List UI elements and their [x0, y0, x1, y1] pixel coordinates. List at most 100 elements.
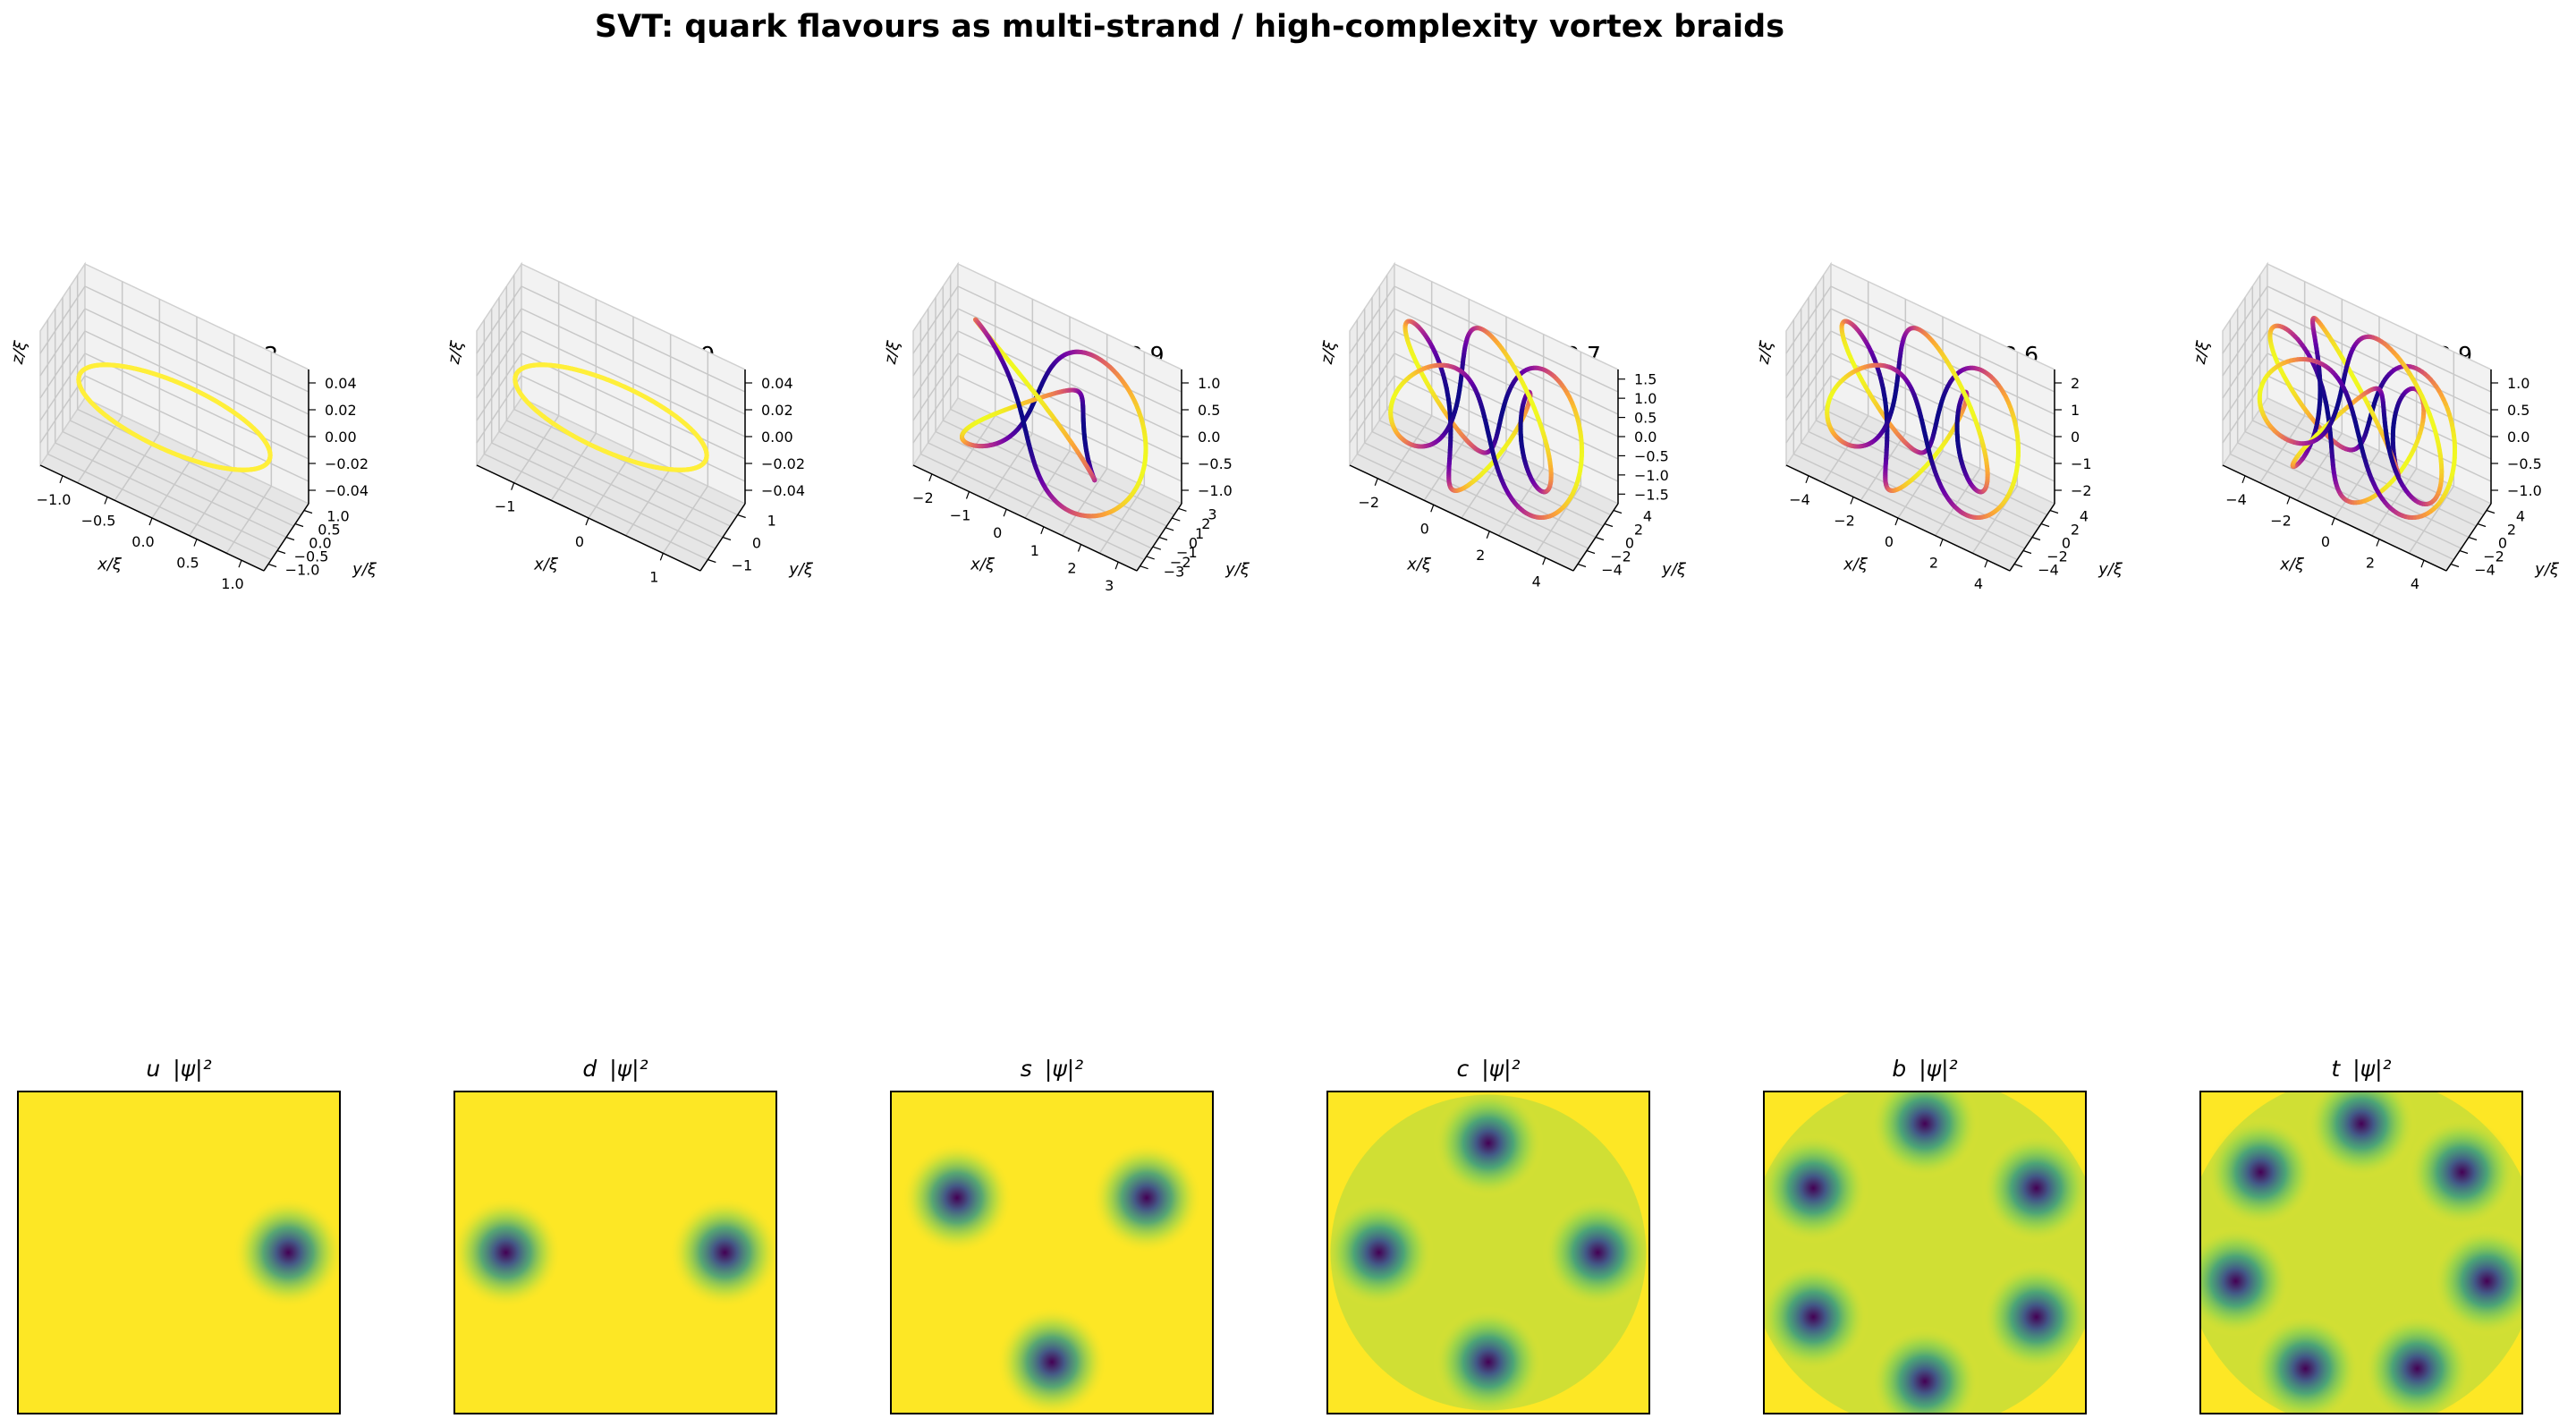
y-tick-label: 2	[1634, 522, 1643, 539]
vortex-core	[233, 1197, 340, 1308]
x-tick	[104, 497, 108, 505]
title-quantity: |ψ|²	[173, 1056, 211, 1082]
heatmap-area	[18, 1091, 340, 1414]
x-tick	[1430, 505, 1435, 513]
x-tick	[1894, 517, 1899, 526]
x-axis-line	[1349, 464, 1574, 572]
panel-3d-c: cRop=20.80 Φ=52.7−2024x/ξ−4−2024y/ξ1.51.…	[1318, 261, 1687, 590]
y-tick-label: 2	[2071, 522, 2080, 539]
panel-heatmap-d: d |ψ|²	[453, 1056, 777, 1414]
x-tick-label: 2	[1067, 560, 1076, 577]
y-tick	[1146, 556, 1155, 560]
x-tick-label: 4	[1974, 575, 1983, 592]
vortex-core	[2361, 1312, 2473, 1414]
panel-3d-t: tRop=41.80 Φ=88.9−4−2024x/ξ−4−2024y/ξ1.0…	[2190, 261, 2560, 592]
vortex-core	[1091, 1142, 1202, 1253]
z-tick-label: −0.04	[325, 482, 369, 499]
vortex-core	[2205, 1117, 2317, 1228]
y-tick-label: −4	[2038, 562, 2059, 579]
title-flavour: c	[1456, 1056, 1469, 1082]
vortex-core	[1542, 1197, 1649, 1308]
x-tick	[2286, 497, 2291, 505]
y-tick-label: 4	[1643, 508, 1652, 525]
x-tick-label: 0.0	[131, 533, 154, 550]
x-tick-label: −2	[1834, 512, 1855, 529]
y-tick	[294, 522, 304, 528]
z-tick-label: −1.0	[1198, 482, 1233, 499]
z-tick-label: 1.0	[1198, 375, 1220, 392]
x-tick-label: 0	[1420, 520, 1429, 537]
heatmap-frame	[453, 1091, 777, 1414]
x-tick	[1850, 497, 1854, 505]
panel-heatmap-s: s |ψ|²	[890, 1056, 1214, 1414]
y-axis-label: y/ξ	[1661, 560, 1687, 579]
y-tick	[708, 558, 716, 564]
x-tick-label: −1.0	[37, 491, 72, 508]
grid-line	[1386, 408, 1611, 516]
y-tick	[2022, 549, 2032, 555]
y-tick	[1178, 507, 1187, 512]
heatmap-area	[1327, 1091, 1649, 1414]
panel-heatmap-title-c: c |ψ|²	[1456, 1056, 1520, 1082]
x-tick-label: −4	[2225, 491, 2247, 508]
title-flavour: u	[146, 1056, 160, 1082]
panel-heatmap-c: c |ψ|²	[1326, 1056, 1650, 1414]
x-axis-label: x/ξ	[970, 555, 996, 573]
y-tick-label: 0	[1625, 535, 1634, 552]
x-axis-label: x/ξ	[97, 555, 123, 573]
z-axis-label: z/ξ	[881, 339, 903, 367]
vortex-core	[2431, 1226, 2522, 1337]
x-tick-label: 1	[649, 568, 658, 585]
title-quantity: |ψ|²	[1481, 1056, 1520, 1082]
vortex-core	[454, 1197, 562, 1308]
grid-line	[521, 285, 746, 393]
grid-line	[957, 285, 1182, 393]
vortex-core	[1869, 1326, 1980, 1414]
y-tick-label: 0	[2498, 535, 2507, 552]
vortex-core	[1433, 1306, 1544, 1414]
x-tick	[1040, 526, 1045, 535]
x-tick-label: −2	[912, 489, 934, 506]
panel-3d-u: uRop=3.85 Φ=2.2−1.0−0.50.00.51.0x/ξ−1.0−…	[8, 261, 377, 592]
y-tick-label: −4	[2474, 562, 2496, 579]
z-tick-label: −1.5	[1634, 486, 1669, 503]
y-tick-label: −1	[1176, 544, 1198, 561]
y-tick	[2040, 522, 2050, 528]
grid-line	[1830, 285, 2055, 393]
x-tick	[1939, 539, 1944, 547]
x-tick-label: 2	[2366, 555, 2375, 572]
heatmap-frame	[2199, 1091, 2523, 1414]
z-tick-label: 1.5	[1634, 371, 1657, 388]
grid-line	[513, 408, 738, 516]
y-tick	[1586, 549, 1596, 555]
z-tick-label: 0	[2071, 429, 2080, 446]
braid-segment	[2451, 461, 2457, 471]
y-tick-label: 0	[2062, 535, 2071, 552]
y-tick-label: 1	[1195, 525, 1204, 542]
grid-line	[1349, 285, 1395, 354]
y-tick-label: 0	[1189, 535, 1198, 552]
x-tick	[928, 473, 933, 482]
title-flavour: s	[1021, 1056, 1032, 1082]
panel-heatmap-title-b: b |ψ|²	[1892, 1056, 1957, 1082]
y-tick	[2459, 549, 2469, 555]
x-axis-label: x/ξ	[1406, 555, 1432, 573]
z-axis-label: z/ξ	[2190, 339, 2213, 367]
z-tick-label: −0.5	[1198, 455, 1233, 472]
vortex-core	[669, 1197, 776, 1308]
panel-3d-b: bRop=25.20 Φ=73.6−4−2024x/ξ−4−2024y/ξ210…	[1754, 261, 2123, 592]
grid-line	[912, 285, 959, 354]
title-flavour: t	[2331, 1056, 2341, 1082]
grid-line	[84, 285, 309, 393]
y-tick	[1158, 536, 1168, 541]
y-tick	[737, 514, 746, 519]
x-tick-label: 0	[575, 533, 584, 550]
z-tick-label: 0.5	[1198, 402, 1220, 419]
y-tick-label: −2	[1170, 554, 1191, 571]
z-axis-label: z/ξ	[1318, 339, 1340, 367]
z-tick-label: 0.02	[325, 402, 357, 419]
y-tick	[2031, 536, 2041, 541]
z-tick-label: −0.02	[325, 455, 369, 472]
z-tick-label: 1.0	[1634, 390, 1657, 407]
y-tick-label: −3	[1164, 564, 1185, 581]
